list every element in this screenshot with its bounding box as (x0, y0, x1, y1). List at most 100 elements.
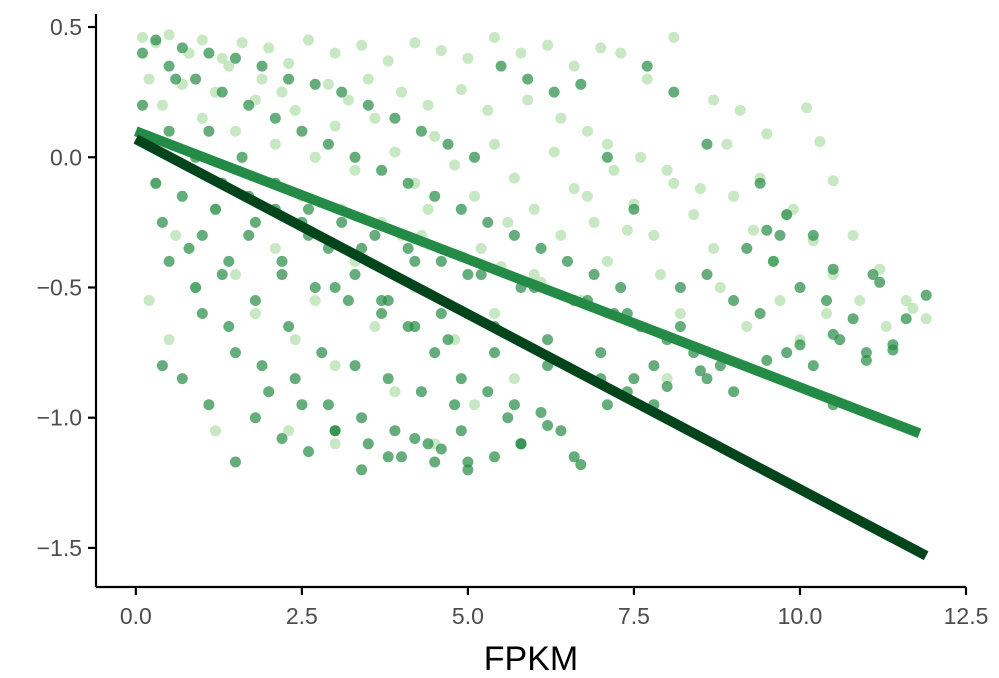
scatter-point (369, 112, 381, 124)
scatter-point (309, 78, 321, 90)
scatter-point (389, 386, 401, 398)
scatter-point (263, 386, 275, 398)
scatter-point (515, 438, 527, 450)
scatter-point (329, 47, 341, 59)
scatter-point (150, 177, 162, 189)
scatter-point (502, 412, 514, 424)
scatter-point (874, 276, 886, 288)
scatter-point (542, 420, 554, 431)
scatter-point (422, 99, 434, 111)
scatter-point (774, 295, 786, 306)
scatter-point (761, 224, 773, 236)
scatter-point (628, 373, 640, 385)
y-tick-label: 0.0 (50, 144, 82, 170)
scatter-point (615, 282, 627, 293)
scatter-point (515, 47, 527, 59)
scatter-point (542, 334, 554, 346)
scatter-point (489, 138, 500, 150)
scatter-point (621, 224, 633, 236)
scatter-point (774, 229, 786, 241)
scatter-point (389, 425, 401, 437)
scatter-point (143, 73, 155, 85)
scatter-point (296, 399, 308, 411)
scatter-point (223, 255, 235, 267)
scatter-point (376, 308, 388, 319)
scatter-point (694, 365, 706, 377)
scatter-point (860, 347, 872, 359)
scatter-point (163, 255, 175, 267)
x-tick-label: 5.0 (452, 603, 484, 629)
scatter-point (422, 203, 434, 215)
scatter-point (402, 242, 414, 254)
plot-area (133, 29, 932, 561)
scatter-point (821, 295, 832, 306)
scatter-point (349, 269, 361, 280)
scatter-point (601, 138, 613, 150)
scatter-point (668, 177, 680, 189)
scatter-point (223, 60, 235, 72)
scatter-point (482, 386, 494, 398)
scatter-point (827, 175, 839, 187)
scatter-point (336, 86, 348, 98)
scatter-point (396, 86, 407, 98)
scatter-point (847, 313, 859, 325)
scatter-point (283, 73, 295, 85)
scatter-point (661, 381, 673, 392)
scatter-point (801, 102, 813, 114)
scatter-point (137, 99, 148, 111)
scatter-point (382, 55, 394, 67)
scatter-point (349, 164, 361, 176)
scatter-point (356, 464, 368, 476)
scatter-point (854, 295, 866, 306)
scatter-point (196, 112, 208, 124)
scatter-point (276, 269, 288, 280)
scatter-point (382, 373, 394, 385)
scatter-point (256, 60, 268, 72)
scatter-point (216, 86, 228, 98)
scatter-point (482, 216, 494, 228)
scatter-point (230, 456, 241, 468)
scatter-point (714, 282, 726, 293)
scatter-point (648, 360, 660, 372)
scatter-point (900, 295, 912, 306)
scatter-point (322, 138, 334, 150)
scatter-point (396, 451, 407, 463)
scatter-point (555, 425, 567, 437)
scatter-point (283, 425, 295, 437)
scatter-point (814, 136, 826, 148)
scatter-point (495, 60, 507, 72)
scatter-point (595, 347, 607, 359)
scatter-point (435, 45, 447, 56)
scatter-point (289, 334, 301, 346)
scatter-point (276, 255, 288, 267)
scatter-point (296, 125, 308, 137)
scatter-point (163, 125, 175, 137)
scatter-point (568, 451, 580, 463)
scatter-point (376, 295, 388, 306)
scatter-point (508, 172, 520, 184)
scatter-point (847, 229, 859, 241)
trend-line-1 (134, 126, 922, 438)
scatter-point (303, 203, 314, 215)
scatter-point (449, 159, 461, 171)
scatter-point (907, 302, 919, 314)
scatter-point (728, 190, 740, 202)
scatter-point (582, 190, 593, 202)
scatter-point (462, 464, 474, 476)
scatter-point (389, 146, 401, 158)
scatter-point (867, 269, 879, 280)
scatter-point (309, 151, 321, 163)
scatter-point (409, 37, 421, 49)
scatter-point (694, 183, 706, 194)
y-tick-label: −0.5 (37, 274, 82, 300)
scatter-point (442, 334, 454, 346)
scatter-point (568, 183, 580, 194)
scatter-points (137, 29, 932, 476)
scatter-point (661, 164, 673, 176)
scatter-point (329, 282, 341, 293)
scatter-point (230, 347, 241, 359)
scatter-point (562, 255, 573, 267)
scatter-point (807, 229, 819, 241)
scatter-point (462, 52, 474, 64)
